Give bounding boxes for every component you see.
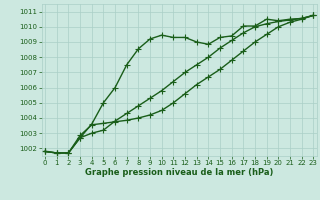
X-axis label: Graphe pression niveau de la mer (hPa): Graphe pression niveau de la mer (hPa) (85, 168, 273, 177)
